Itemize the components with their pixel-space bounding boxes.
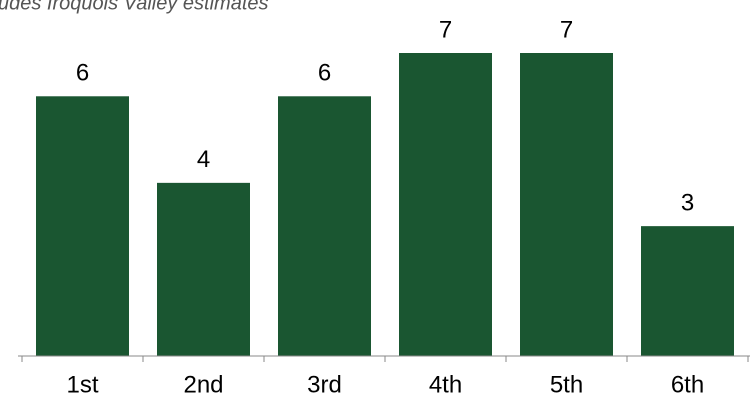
x-tick-label: 4th <box>429 371 462 398</box>
x-tick-label: 2nd <box>183 371 223 398</box>
bar <box>278 96 371 357</box>
bar <box>641 226 734 356</box>
value-label: 4 <box>197 146 210 173</box>
x-tick-label: 3rd <box>307 371 342 398</box>
chart-subtitle: udes Iroquois Valley estimates <box>0 0 269 14</box>
value-label: 3 <box>681 189 694 216</box>
bar <box>36 96 129 357</box>
value-label: 7 <box>439 16 452 43</box>
bar <box>157 182 250 356</box>
value-label: 7 <box>560 16 573 43</box>
x-tick-label: 6th <box>671 371 704 398</box>
bar <box>399 53 492 356</box>
x-tick-label: 1st <box>66 371 98 398</box>
value-label: 6 <box>318 60 331 87</box>
x-tick-label: 5th <box>550 371 583 398</box>
value-label: 6 <box>76 60 89 87</box>
bar <box>520 53 613 356</box>
